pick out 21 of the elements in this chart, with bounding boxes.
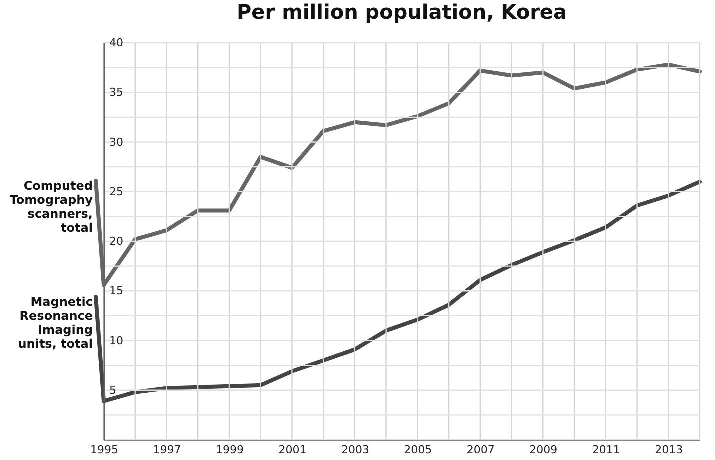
y-tick-label: 40 <box>110 36 124 50</box>
text: Computed Tomography scanners, total <box>10 178 94 235</box>
x-tick-label: 2009 <box>530 444 558 456</box>
y-tick-label: 25 <box>110 185 124 198</box>
y-tick-label: 10 <box>110 334 124 348</box>
y-tick-label: 30 <box>110 136 124 149</box>
x-tick-label: 1999 <box>216 444 244 456</box>
x-tick-label: 1995 <box>90 444 118 456</box>
y-tick-label: 5 <box>110 384 116 397</box>
y-tick-label: 15 <box>110 284 124 298</box>
text: Magnetic Resonance Imaging units, total <box>18 295 93 352</box>
x-tick-label: 2001 <box>278 444 307 456</box>
x-tick-label: 2007 <box>466 444 495 456</box>
x-tick-label: 2011 <box>592 444 620 456</box>
x-tick-label: 2005 <box>404 444 432 456</box>
x-tick-label: 2013 <box>655 444 684 456</box>
y-tick-label: 35 <box>110 86 124 100</box>
y-tick-label: 20 <box>110 235 124 248</box>
x-tick-label: 1997 <box>153 444 182 456</box>
x-tick-label: 2003 <box>341 444 370 456</box>
chart-title: Per million population, Korea <box>237 0 567 24</box>
